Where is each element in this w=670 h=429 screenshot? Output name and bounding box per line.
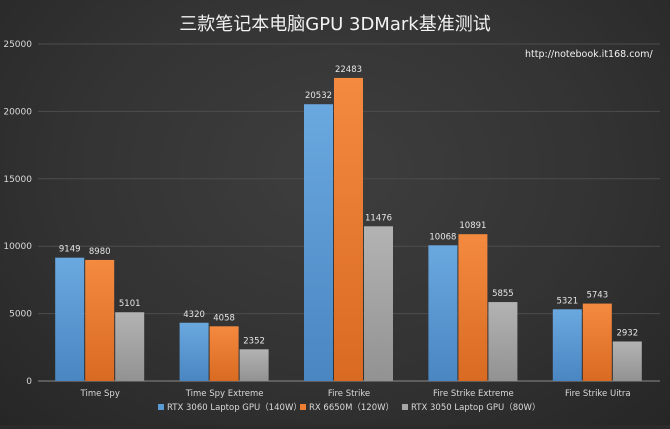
data-labels: 9149 8980 5101 4320 4058 2352 20532 22483 11476 1…	[59, 65, 638, 346]
bar	[115, 312, 145, 381]
data-label: 5101	[119, 299, 141, 309]
bar	[55, 257, 85, 381]
x-tick-label: Fire Strike	[328, 389, 370, 399]
x-axis-ticks: Time Spy Time Spy Extreme Fire Strike Fire …	[80, 389, 631, 399]
y-tick-label: 25000	[3, 40, 32, 50]
bar	[458, 234, 488, 381]
bars	[55, 77, 642, 381]
data-label: 20532	[305, 91, 332, 101]
x-tick-label: Time Spy	[80, 389, 120, 399]
legend-label: RTX 3060 Laptop GPU（140W）	[167, 402, 302, 413]
bar	[85, 259, 115, 381]
y-tick-label: 15000	[3, 175, 32, 185]
bar	[428, 245, 458, 381]
legend-swatch	[402, 404, 408, 410]
data-label: 5743	[586, 291, 608, 301]
legend-label: RX 6650M（120W）	[309, 402, 394, 413]
watermark-url: http://notebook.it168.com/	[525, 49, 653, 60]
bar	[488, 302, 518, 381]
y-tick-label: 5000	[9, 310, 32, 320]
legend-swatch	[300, 404, 306, 410]
bar	[239, 349, 269, 381]
bar	[582, 303, 612, 381]
bar	[304, 104, 333, 381]
y-tick-label: 20000	[3, 107, 32, 117]
data-label: 5855	[492, 289, 514, 299]
x-tick-label: Fire Strike Uitra	[565, 389, 631, 399]
legend-label: RTX 3050 Laptop GPU（80W）	[411, 402, 540, 413]
y-axis-ticks: 0 5000 10000 15000 20000 25000	[3, 40, 32, 387]
legend: RTX 3060 Laptop GPU（140W） RX 6650M（120W） R…	[158, 402, 540, 413]
legend-item: RTX 3050 Laptop GPU（80W）	[402, 402, 540, 413]
bar	[209, 326, 239, 381]
legend-swatch	[158, 404, 164, 410]
bar	[179, 322, 209, 381]
data-label: 4320	[183, 310, 205, 320]
y-tick-label: 0	[26, 377, 32, 387]
bar	[552, 309, 582, 381]
data-label: 4058	[213, 313, 235, 323]
data-label: 2352	[243, 336, 265, 346]
bar	[334, 77, 363, 381]
bar	[612, 341, 642, 381]
y-tick-label: 10000	[3, 242, 32, 252]
data-label: 11476	[365, 213, 392, 223]
data-label: 2932	[616, 328, 638, 338]
data-label: 10068	[429, 232, 456, 242]
data-label: 5321	[556, 296, 578, 306]
x-tick-label: Fire Strike Extreme	[433, 389, 514, 399]
chart-title: 三款笔记本电脑GPU 3DMark基准测试	[179, 14, 490, 35]
bar	[364, 226, 393, 381]
x-tick-label: Time Spy Extreme	[185, 389, 264, 399]
data-label: 9149	[59, 245, 81, 255]
data-label: 22483	[335, 65, 362, 75]
legend-item: RTX 3060 Laptop GPU（140W）	[158, 402, 302, 413]
data-label: 10891	[459, 221, 486, 231]
legend-item: RX 6650M（120W）	[300, 402, 394, 413]
data-label: 8980	[89, 247, 111, 257]
